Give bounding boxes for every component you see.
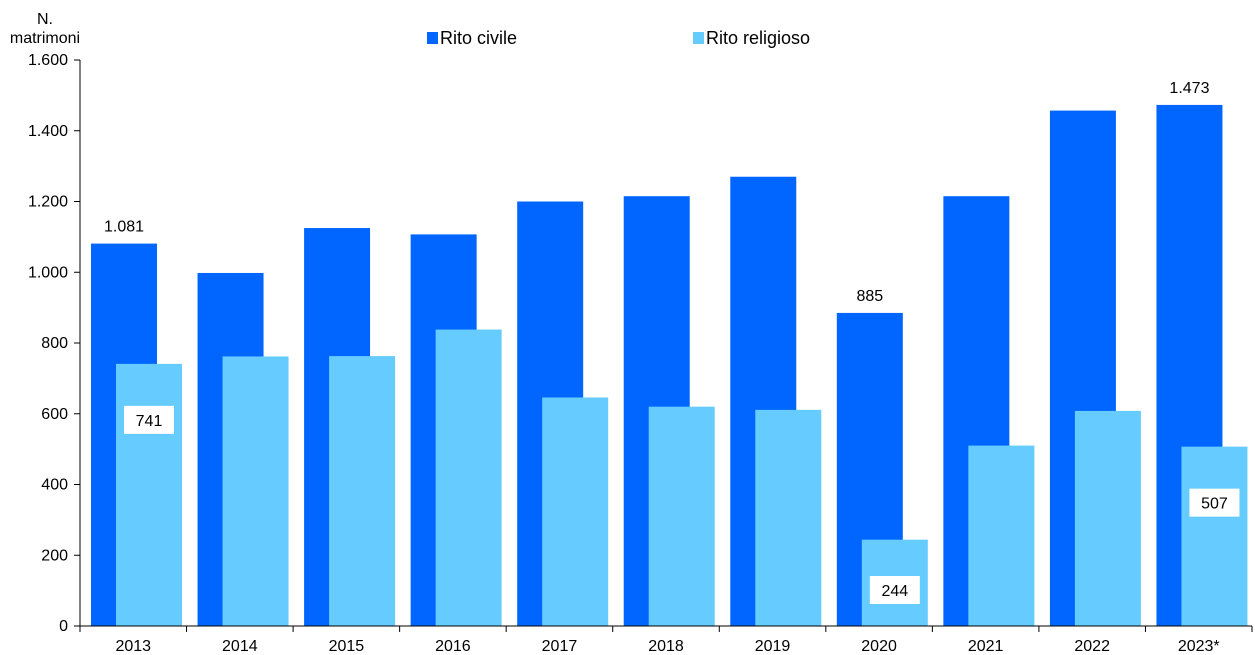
bar-rito-religioso-2014 [222, 356, 289, 626]
data-label-box [869, 576, 920, 604]
legend: Rito civile Rito religioso [427, 28, 810, 48]
data-label-741: 741 [136, 413, 163, 430]
bar-rito-religioso-2021 [968, 445, 1035, 626]
y-tick-label: 200 [41, 547, 68, 564]
bar-rito-religioso-2013 [116, 363, 182, 626]
legend-label-rito-civile: Rito civile [440, 28, 517, 48]
data-label-box [1189, 488, 1240, 517]
bars [91, 104, 1248, 627]
bar-rito-religioso-2017 [542, 397, 609, 626]
y-axis-title-line: matrimoni [10, 30, 80, 47]
legend-swatch-rito-religioso [693, 32, 704, 44]
data-label-507: 507 [1201, 496, 1228, 513]
y-tick-label: 600 [41, 406, 68, 423]
bar-rito-religioso-2022 [1074, 410, 1141, 626]
bar-rito-religioso-2023 [1181, 446, 1248, 626]
y-tick-label: 400 [41, 477, 68, 494]
x-tick-label: 2018 [648, 638, 684, 655]
y-axis-title: N. matrimoni [10, 11, 80, 47]
legend-swatch-rito-civile [427, 32, 438, 44]
data-label-244: 244 [881, 583, 908, 600]
y-tick-label: 1.200 [28, 194, 68, 211]
x-tick-label: 2013 [115, 638, 151, 655]
y-tick-label: 800 [41, 335, 68, 352]
data-label-885: 885 [856, 288, 883, 305]
bar-rito-religioso-2018 [648, 406, 715, 626]
x-tick-label: 2019 [755, 638, 791, 655]
x-tick-label: 2017 [542, 638, 578, 655]
data-label-1473: 1.473 [1169, 80, 1209, 97]
x-tick-label: 2016 [435, 638, 471, 655]
data-label-1081: 1.081 [104, 219, 144, 236]
x-tick-label: 2015 [329, 638, 365, 655]
x-tick-label: 2023* [1178, 638, 1220, 655]
y-tick-label: 0 [59, 618, 68, 635]
y-tick-label: 1.000 [28, 264, 68, 281]
x-tick-label: 2021 [968, 638, 1004, 655]
bar-rito-religioso-2019 [755, 409, 822, 626]
data-label-box [124, 405, 174, 434]
x-tick-label: 2014 [222, 638, 258, 655]
bar-rito-religioso-2015 [329, 356, 396, 626]
y-tick-label: 1.600 [28, 52, 68, 69]
bar-rito-religioso-2016 [435, 329, 502, 626]
y-axis-title-line: N. [37, 11, 53, 28]
axes: 0 200 400 600 800 1.000 1.200 1.400 1.600 2013 201… [28, 52, 1253, 655]
x-tick-label: 2020 [861, 638, 897, 655]
data-labels: 1.081 885 1.473 741 244 507 [104, 80, 1240, 604]
legend-label-rito-religioso: Rito religioso [706, 28, 810, 48]
y-tick-label: 1.400 [28, 123, 68, 140]
x-tick-label: 2022 [1074, 638, 1110, 655]
